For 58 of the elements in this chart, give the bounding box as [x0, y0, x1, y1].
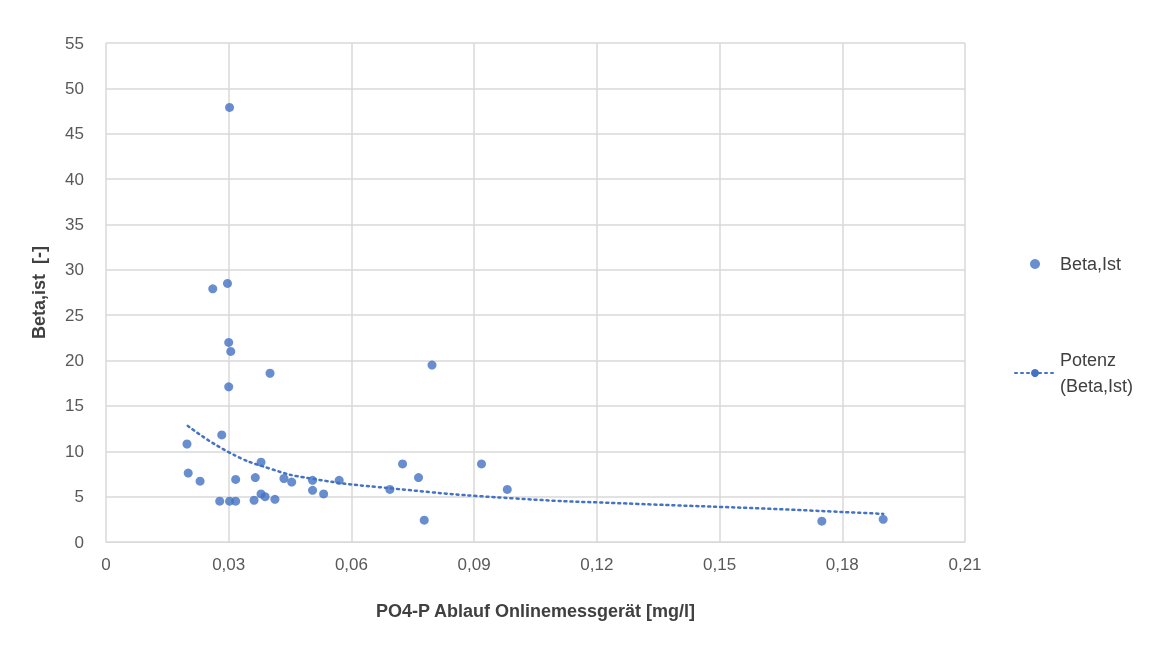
y-tick-label: 15	[65, 396, 84, 416]
x-tick-label: 0,06	[334, 555, 368, 574]
point	[223, 278, 232, 288]
legend-label: Potenz (Beta,Ist)	[1060, 350, 1134, 396]
point	[226, 346, 236, 356]
y-tick-label: 45	[65, 124, 84, 144]
point	[249, 495, 259, 505]
point	[250, 473, 260, 483]
y-tick-label: 10	[65, 441, 84, 461]
point	[385, 484, 395, 494]
y-tick-label: 20	[65, 351, 84, 371]
y-tick-label: 50	[65, 78, 84, 98]
legend-label: Beta,Ist	[1060, 254, 1122, 274]
point	[260, 492, 270, 502]
y-tick-label: 25	[65, 305, 84, 325]
point	[502, 484, 512, 494]
y-tick-label: 35	[65, 214, 84, 234]
point	[878, 514, 888, 524]
x-axis-title: PO4-P Ablauf Onlinemessgerät [mg/l]	[375, 601, 696, 621]
point	[208, 284, 218, 294]
point	[215, 496, 225, 506]
x-tick-label: 0,12	[580, 555, 614, 574]
point	[398, 459, 408, 469]
point	[265, 368, 275, 378]
point	[817, 516, 827, 526]
point	[224, 382, 234, 392]
x-tick-label: 0,09	[457, 555, 491, 574]
point	[224, 337, 234, 347]
y-tick-label: 55	[65, 33, 84, 53]
y-tick-label: 30	[65, 260, 84, 280]
point	[427, 360, 437, 370]
x-tick-label: 0,03	[212, 555, 246, 574]
y-tick-label: 0	[74, 532, 84, 552]
y-tick-label: 40	[65, 169, 84, 189]
point	[308, 475, 318, 485]
point	[477, 459, 487, 469]
point	[419, 515, 429, 525]
y-tick-label: 5	[74, 487, 84, 507]
point	[231, 496, 241, 506]
point	[183, 468, 193, 478]
point	[182, 439, 192, 449]
point	[270, 494, 280, 504]
point	[334, 475, 344, 485]
point	[231, 474, 241, 484]
point	[256, 457, 266, 467]
point	[279, 473, 289, 483]
point	[287, 477, 297, 487]
point	[225, 102, 235, 112]
point	[308, 485, 318, 495]
y-axis-title: Beta,ist [-]	[29, 245, 49, 340]
x-tick-label: 0	[101, 555, 111, 574]
point	[319, 489, 329, 499]
point	[195, 476, 205, 486]
x-tick-label: 0,15	[703, 555, 737, 574]
point	[414, 473, 424, 483]
point	[217, 430, 227, 440]
x-tick-label: 0,18	[825, 555, 859, 574]
x-tick-label: 0,21	[948, 555, 982, 574]
